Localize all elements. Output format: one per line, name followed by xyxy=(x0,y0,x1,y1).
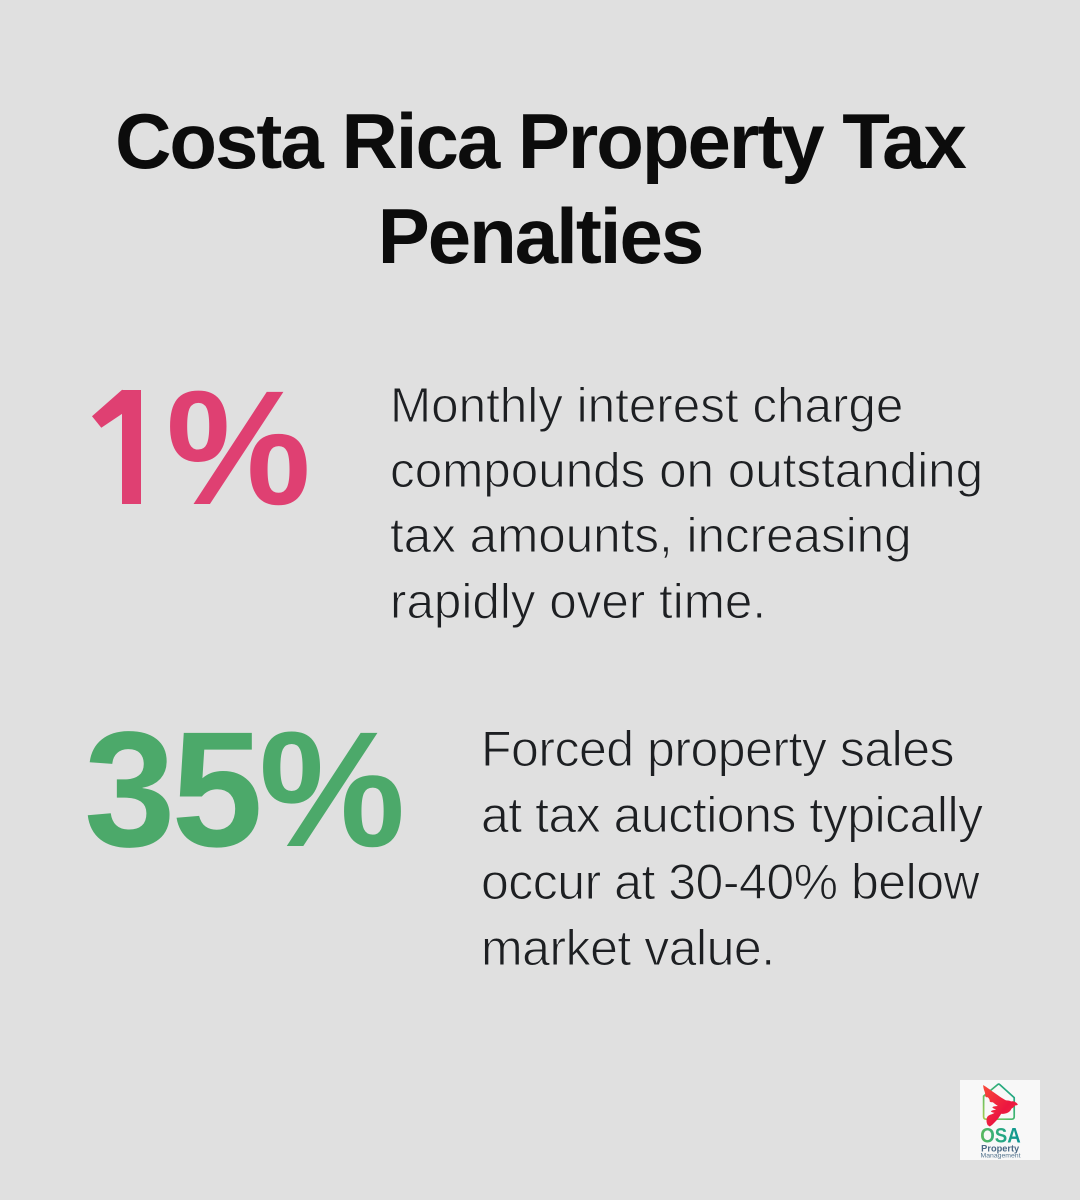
svg-text:Property: Property xyxy=(981,1144,1019,1154)
svg-text:Management: Management xyxy=(981,1153,1021,1160)
svg-text:OSA: OSA xyxy=(980,1125,1021,1148)
